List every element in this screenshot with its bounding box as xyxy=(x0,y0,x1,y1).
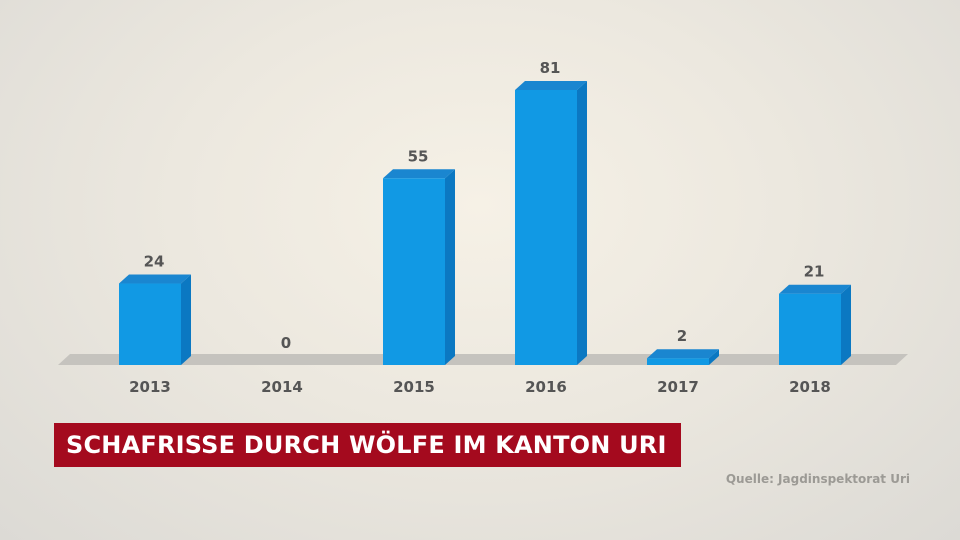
bar-front-2015 xyxy=(383,178,445,365)
x-axis-ticks: 2013 2014 2015 2016 2017 2018 xyxy=(129,378,831,396)
bar-2013 xyxy=(119,274,191,365)
value-label-2014: 0 xyxy=(281,334,291,352)
bar-top-2016 xyxy=(515,81,587,90)
bar-side-2013 xyxy=(181,274,191,365)
x-tick-2014: 2014 xyxy=(261,378,303,396)
bar-top-2015 xyxy=(383,169,455,179)
x-tick-2018: 2018 xyxy=(789,378,831,396)
x-tick-2015: 2015 xyxy=(393,378,435,396)
bar-side-2016 xyxy=(577,81,587,365)
value-label-2017: 2 xyxy=(677,327,687,345)
value-labels-group: 24 0 55 81 2 21 xyxy=(144,59,825,352)
bar-2016 xyxy=(515,81,587,365)
value-label-2013: 24 xyxy=(144,253,165,271)
x-tick-2013: 2013 xyxy=(129,378,171,396)
bar-front-2017 xyxy=(647,358,709,365)
bar-2018 xyxy=(779,284,851,365)
bar-side-2015 xyxy=(445,169,455,365)
bar-2017 xyxy=(647,349,719,365)
bar-2015 xyxy=(383,169,455,365)
bar-side-2017 xyxy=(709,349,719,365)
bar-front-2013 xyxy=(119,283,181,365)
bar-top-2018 xyxy=(779,284,851,294)
chart-title: SCHAFRISSE DURCH WÖLFE IM KANTON URI xyxy=(54,423,681,467)
source-note: Quelle: Jagdinspektorat Uri xyxy=(725,472,910,486)
x-tick-2017: 2017 xyxy=(657,378,699,396)
value-label-2016: 81 xyxy=(540,59,561,77)
bar-front-2016 xyxy=(515,90,577,365)
value-label-2018: 21 xyxy=(804,263,825,281)
bar-top-2013 xyxy=(119,274,191,284)
value-label-2015: 55 xyxy=(408,147,429,165)
bar-side-2018 xyxy=(841,284,851,365)
x-tick-2016: 2016 xyxy=(525,378,567,396)
bar-front-2018 xyxy=(779,293,841,365)
bars-group xyxy=(119,81,851,365)
bar-top-2017 xyxy=(647,349,719,359)
